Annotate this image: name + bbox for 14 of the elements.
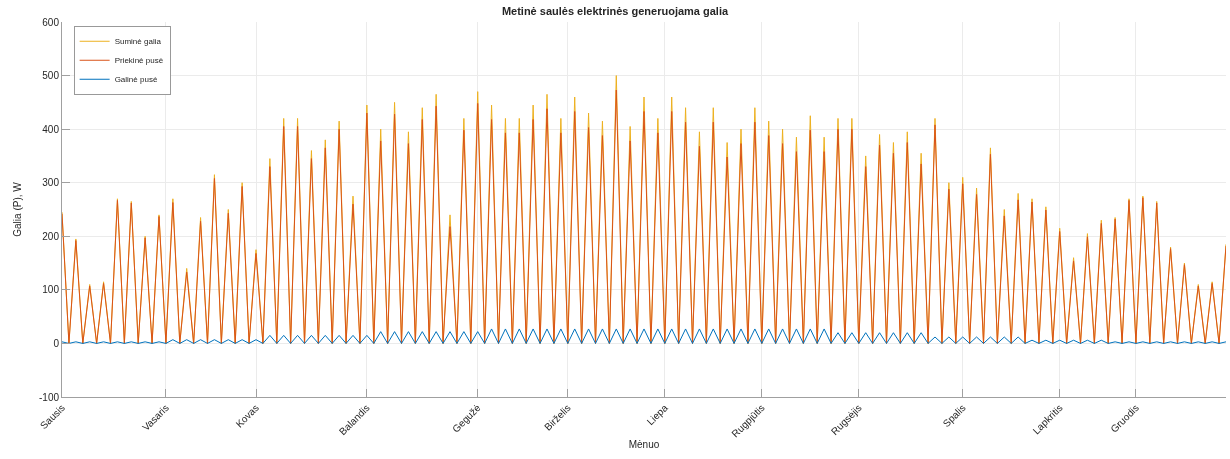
y-tick-label: 200: [42, 230, 60, 242]
y-axis-title: Galia (P), W: [11, 181, 23, 237]
legend-label: Suminė galia: [114, 37, 162, 47]
y-tick-label: 500: [42, 70, 60, 82]
legend-label: Priekinė pusė: [114, 56, 164, 66]
y-tick-label: 0: [53, 337, 60, 349]
legend-label: Galinė pusė: [114, 75, 158, 85]
y-tick-label: 400: [42, 123, 60, 135]
y-tick-label: 100: [42, 284, 60, 296]
chart-title: Metinė saulės elektrinės generuojama galia: [501, 4, 729, 17]
y-tick-label: 600: [42, 16, 60, 28]
x-axis-title: Mėnuo: [628, 438, 660, 450]
y-tick-label: -100: [38, 391, 60, 403]
y-tick-label: 300: [42, 177, 60, 189]
